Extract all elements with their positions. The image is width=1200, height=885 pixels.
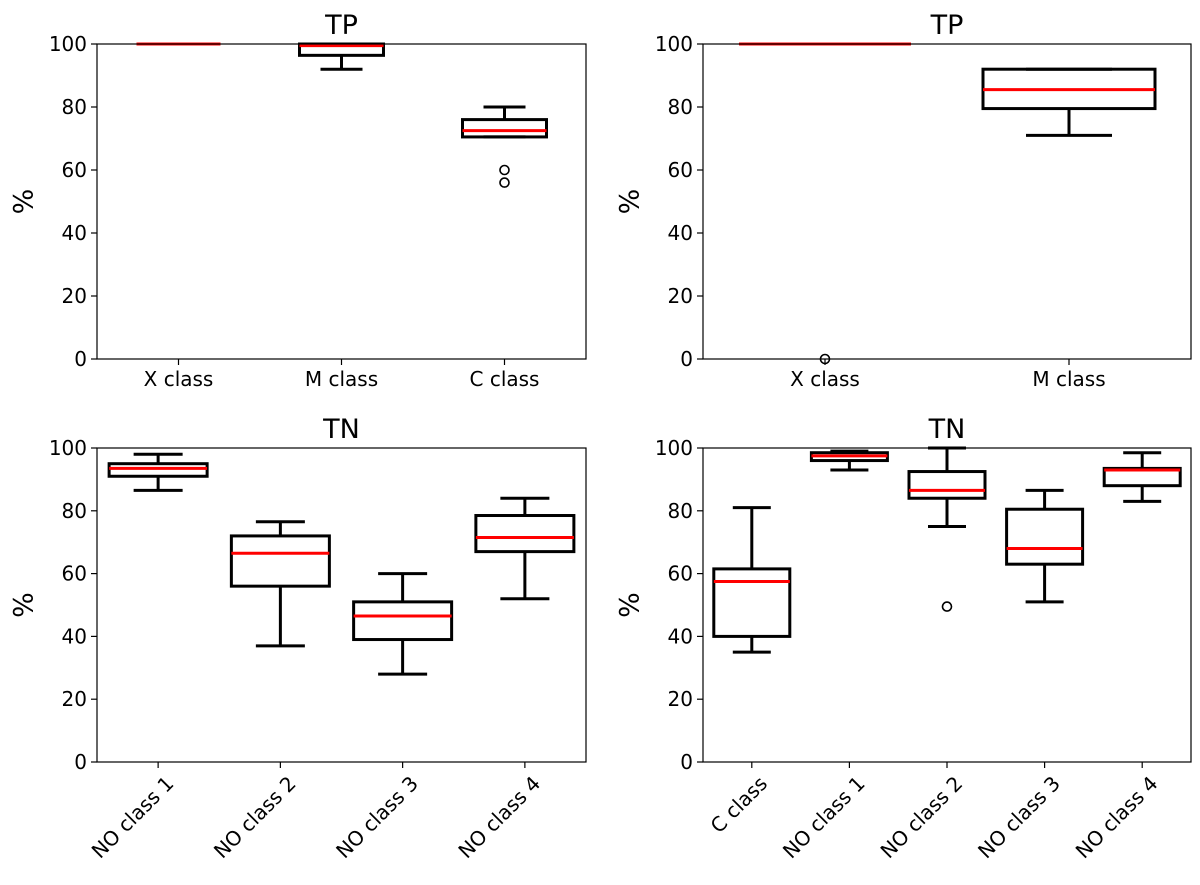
y-tick-label: 20 bbox=[668, 687, 693, 711]
iqr-box bbox=[907, 470, 987, 500]
box-no-class-1 bbox=[107, 452, 209, 492]
y-tick-label: 0 bbox=[74, 347, 87, 371]
y-tick-label: 100 bbox=[655, 32, 693, 56]
y-tick-label: 40 bbox=[668, 624, 693, 648]
y-axis-label: % bbox=[615, 189, 646, 215]
box-no-class-3 bbox=[352, 572, 454, 676]
y-tick-label: 0 bbox=[680, 750, 693, 774]
y-tick-label: 60 bbox=[62, 158, 87, 182]
y-tick-label: 80 bbox=[668, 95, 693, 119]
box-c-class bbox=[712, 506, 792, 654]
chart-title: TN bbox=[928, 414, 966, 445]
axes-frame bbox=[96, 447, 587, 763]
outlier-point bbox=[499, 177, 510, 188]
x-tick-label: NO class 3 bbox=[973, 771, 1065, 863]
subplot-3: TN% 0 20 40 60 80 100 NO class 1 NO class 2 NO cl… bbox=[9, 414, 587, 863]
axes-frame bbox=[702, 447, 1192, 763]
box-x-class bbox=[739, 42, 911, 365]
subplot-2: TP% 0 20 40 60 80 100 X class M class bbox=[615, 10, 1192, 391]
y-tick-label: 40 bbox=[62, 221, 87, 245]
y-axis-label: % bbox=[615, 592, 646, 618]
x-tick-label: M class bbox=[305, 367, 378, 391]
iqr-box bbox=[107, 462, 209, 478]
subplot-1: TP% 0 20 40 60 80 100 X class M class C class bbox=[9, 10, 587, 391]
iqr-box bbox=[1005, 507, 1085, 566]
y-tick-label: 20 bbox=[62, 284, 87, 308]
y-tick-label: 80 bbox=[668, 499, 693, 523]
iqr-box bbox=[1102, 466, 1182, 488]
y-tick-label: 20 bbox=[62, 687, 87, 711]
axes-frame bbox=[702, 43, 1192, 360]
y-tick-label: 100 bbox=[49, 32, 87, 56]
box-no-class-3 bbox=[1005, 488, 1085, 604]
y-tick-label: 20 bbox=[668, 284, 693, 308]
box-no-class-4 bbox=[474, 496, 576, 601]
chart-title: TP bbox=[324, 10, 358, 41]
x-tick-label: X class bbox=[790, 367, 860, 391]
x-tick-label: C class bbox=[470, 367, 540, 391]
x-tick-label: NO class 4 bbox=[453, 771, 545, 863]
y-tick-label: 100 bbox=[655, 436, 693, 460]
y-tick-label: 60 bbox=[668, 562, 693, 586]
outlier-point bbox=[499, 164, 510, 176]
iqr-box bbox=[474, 514, 576, 554]
y-tick-label: 80 bbox=[62, 95, 87, 119]
x-tick-label: NO class 4 bbox=[1071, 771, 1163, 863]
chart-title: TN bbox=[322, 414, 360, 445]
y-tick-label: 40 bbox=[668, 221, 693, 245]
x-tick-label: NO class 3 bbox=[331, 771, 423, 863]
box-no-class-1 bbox=[809, 449, 889, 472]
y-tick-label: 0 bbox=[74, 750, 87, 774]
y-tick-label: 80 bbox=[62, 499, 87, 523]
y-tick-label: 100 bbox=[49, 436, 87, 460]
box-m-class bbox=[298, 42, 385, 71]
outlier-point bbox=[941, 601, 953, 612]
x-tick-label: NO class 1 bbox=[87, 771, 179, 863]
y-tick-label: 60 bbox=[62, 562, 87, 586]
x-tick-label: NO class 2 bbox=[209, 771, 301, 863]
iqr-box bbox=[712, 567, 792, 638]
y-tick-label: 60 bbox=[668, 158, 693, 182]
x-tick-label: NO class 1 bbox=[778, 771, 870, 863]
box-c-class bbox=[461, 105, 548, 188]
x-tick-label: NO class 2 bbox=[876, 771, 968, 863]
iqr-box bbox=[229, 534, 331, 588]
y-tick-label: 40 bbox=[62, 624, 87, 648]
x-tick-label: C class bbox=[706, 771, 772, 837]
box-m-class bbox=[981, 67, 1157, 137]
iqr-box bbox=[461, 118, 548, 139]
x-tick-label: X class bbox=[144, 367, 214, 391]
box-no-class-2 bbox=[229, 520, 331, 648]
iqr-box bbox=[352, 600, 454, 642]
box-no-class-4 bbox=[1102, 451, 1182, 503]
y-axis-label: % bbox=[9, 592, 40, 618]
box-no-class-2 bbox=[907, 446, 987, 612]
x-tick-label: M class bbox=[1032, 367, 1105, 391]
y-tick-label: 0 bbox=[680, 347, 693, 371]
axes-frame bbox=[96, 43, 587, 360]
y-axis-label: % bbox=[9, 189, 40, 215]
chart-title: TP bbox=[930, 10, 964, 41]
